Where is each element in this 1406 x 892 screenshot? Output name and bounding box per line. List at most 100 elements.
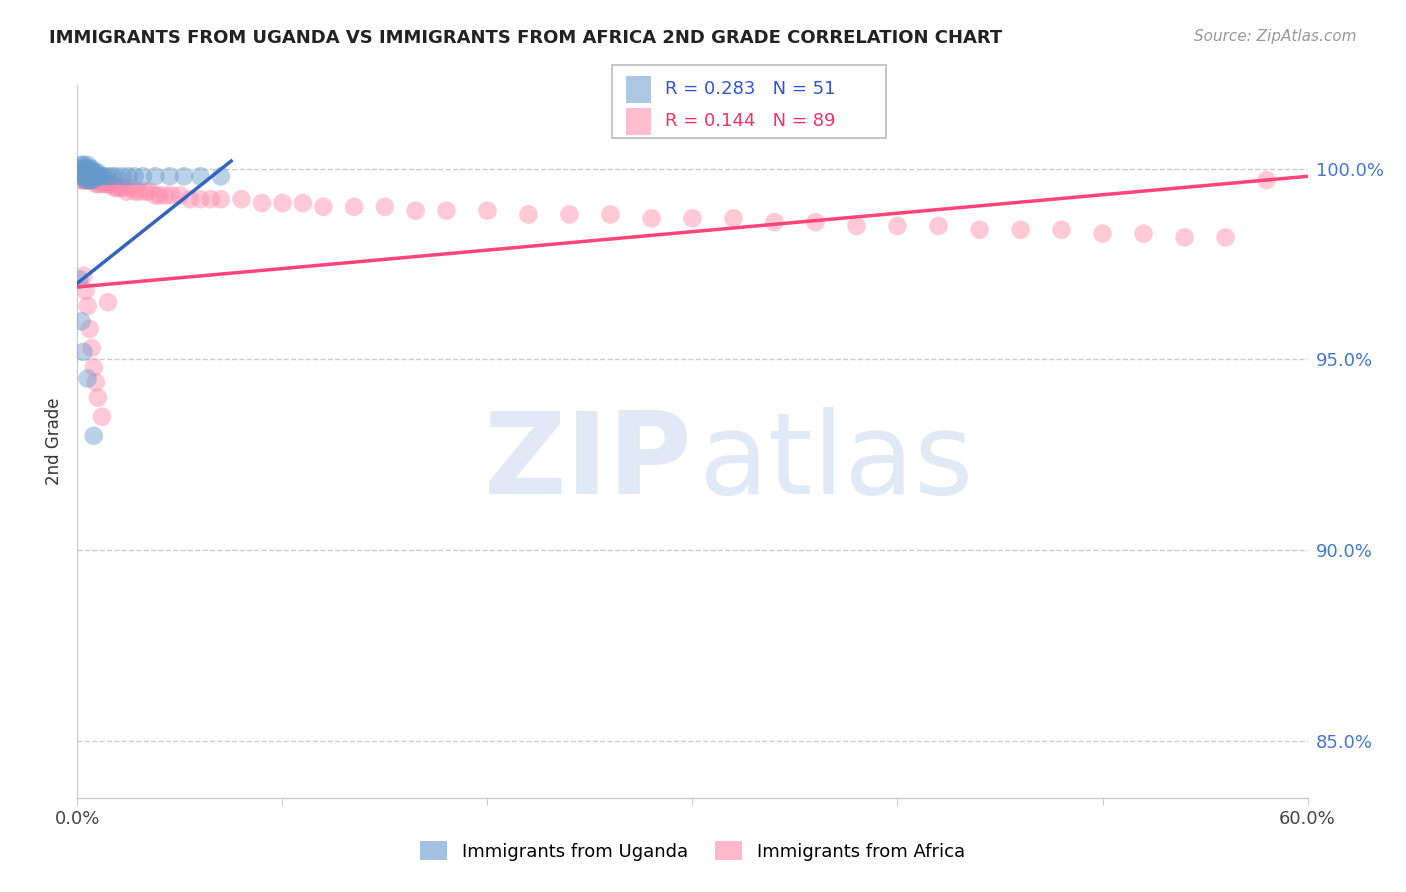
- Point: [79, 173, 101, 187]
- Point: [76, 173, 98, 187]
- Point: [80, 341, 103, 355]
- Point: [72, 344, 94, 359]
- Text: ZIP: ZIP: [484, 408, 693, 518]
- Point: [188, 169, 212, 184]
- Point: [76, 165, 98, 179]
- Point: [75, 165, 97, 179]
- Point: [159, 169, 181, 184]
- Point: [143, 188, 166, 202]
- Point: [124, 169, 146, 184]
- Point: [83, 169, 105, 184]
- Point: [90, 169, 114, 184]
- Point: [79, 173, 101, 187]
- Point: [155, 188, 177, 202]
- Text: R = 0.283   N = 51: R = 0.283 N = 51: [665, 80, 835, 98]
- Point: [343, 200, 366, 214]
- Point: [76, 161, 98, 176]
- Point: [70, 169, 93, 184]
- Point: [84, 177, 107, 191]
- Point: [87, 173, 110, 187]
- Point: [97, 169, 120, 184]
- Point: [75, 173, 97, 187]
- Point: [97, 295, 120, 310]
- Point: [94, 177, 117, 191]
- Point: [75, 173, 97, 187]
- Point: [79, 169, 101, 184]
- Point: [90, 177, 114, 191]
- Point: [845, 219, 868, 233]
- Point: [599, 207, 621, 221]
- Point: [886, 219, 908, 233]
- Point: [969, 223, 991, 237]
- Point: [558, 207, 581, 221]
- Point: [79, 169, 101, 184]
- Point: [75, 165, 97, 179]
- Point: [105, 181, 128, 195]
- Text: IMMIGRANTS FROM UGANDA VS IMMIGRANTS FROM AFRICA 2ND GRADE CORRELATION CHART: IMMIGRANTS FROM UGANDA VS IMMIGRANTS FRO…: [49, 29, 1002, 47]
- Point: [1050, 223, 1073, 237]
- Point: [79, 322, 101, 336]
- Point: [72, 161, 94, 176]
- Point: [111, 181, 134, 195]
- Point: [111, 169, 134, 184]
- Point: [84, 376, 107, 390]
- Point: [80, 161, 103, 176]
- Point: [72, 173, 94, 187]
- Point: [160, 188, 183, 202]
- Point: [72, 169, 94, 184]
- Point: [110, 181, 132, 195]
- Point: [76, 169, 98, 184]
- Point: [200, 192, 222, 206]
- Point: [70, 165, 93, 179]
- Text: atlas: atlas: [699, 408, 974, 518]
- Point: [76, 158, 98, 172]
- Point: [93, 177, 115, 191]
- Point: [79, 165, 101, 179]
- Point: [75, 169, 97, 184]
- Point: [70, 314, 93, 328]
- Point: [84, 169, 107, 184]
- Point: [76, 371, 98, 385]
- Point: [67, 169, 90, 184]
- Point: [101, 169, 124, 184]
- Point: [134, 185, 156, 199]
- Point: [98, 177, 121, 191]
- Point: [105, 169, 128, 184]
- Point: [72, 268, 94, 283]
- Point: [928, 219, 950, 233]
- Point: [90, 409, 114, 424]
- Point: [79, 165, 101, 179]
- Y-axis label: 2nd Grade: 2nd Grade: [45, 398, 63, 485]
- Point: [517, 207, 540, 221]
- Point: [83, 169, 105, 184]
- Point: [1215, 230, 1237, 244]
- Point: [76, 299, 98, 313]
- Point: [83, 173, 105, 187]
- Point: [70, 169, 93, 184]
- Point: [1010, 223, 1032, 237]
- Point: [312, 200, 335, 214]
- Point: [250, 196, 273, 211]
- Point: [72, 165, 94, 179]
- Point: [80, 165, 103, 179]
- Point: [70, 158, 93, 172]
- Point: [115, 185, 138, 199]
- Point: [70, 165, 93, 179]
- Point: [79, 161, 101, 176]
- Point: [128, 185, 150, 199]
- Point: [87, 177, 110, 191]
- Point: [67, 173, 90, 187]
- Point: [87, 169, 110, 184]
- Point: [75, 161, 97, 176]
- Point: [682, 211, 704, 226]
- Text: Source: ZipAtlas.com: Source: ZipAtlas.com: [1194, 29, 1357, 45]
- Point: [179, 192, 201, 206]
- Point: [723, 211, 745, 226]
- Point: [76, 173, 98, 187]
- Point: [83, 173, 105, 187]
- Point: [75, 284, 97, 298]
- Point: [1091, 227, 1114, 241]
- Point: [84, 165, 107, 179]
- Point: [374, 200, 396, 214]
- Point: [67, 161, 90, 176]
